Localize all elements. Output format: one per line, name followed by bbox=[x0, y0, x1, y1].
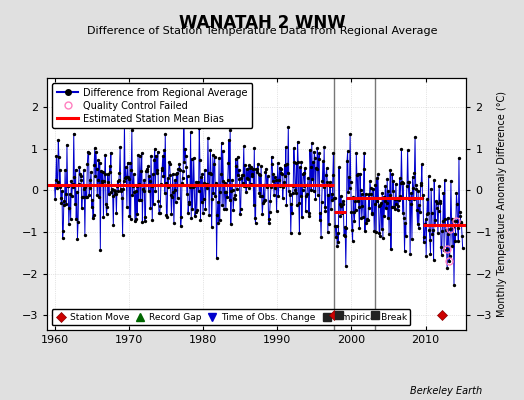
Text: Difference of Station Temperature Data from Regional Average: Difference of Station Temperature Data f… bbox=[87, 26, 437, 36]
Text: WANATAH 2 WNW: WANATAH 2 WNW bbox=[179, 14, 345, 32]
Y-axis label: Monthly Temperature Anomaly Difference (°C): Monthly Temperature Anomaly Difference (… bbox=[497, 91, 507, 317]
Text: Berkeley Earth: Berkeley Earth bbox=[410, 386, 482, 396]
Legend: Station Move, Record Gap, Time of Obs. Change, Empirical Break: Station Move, Record Gap, Time of Obs. C… bbox=[52, 309, 410, 326]
